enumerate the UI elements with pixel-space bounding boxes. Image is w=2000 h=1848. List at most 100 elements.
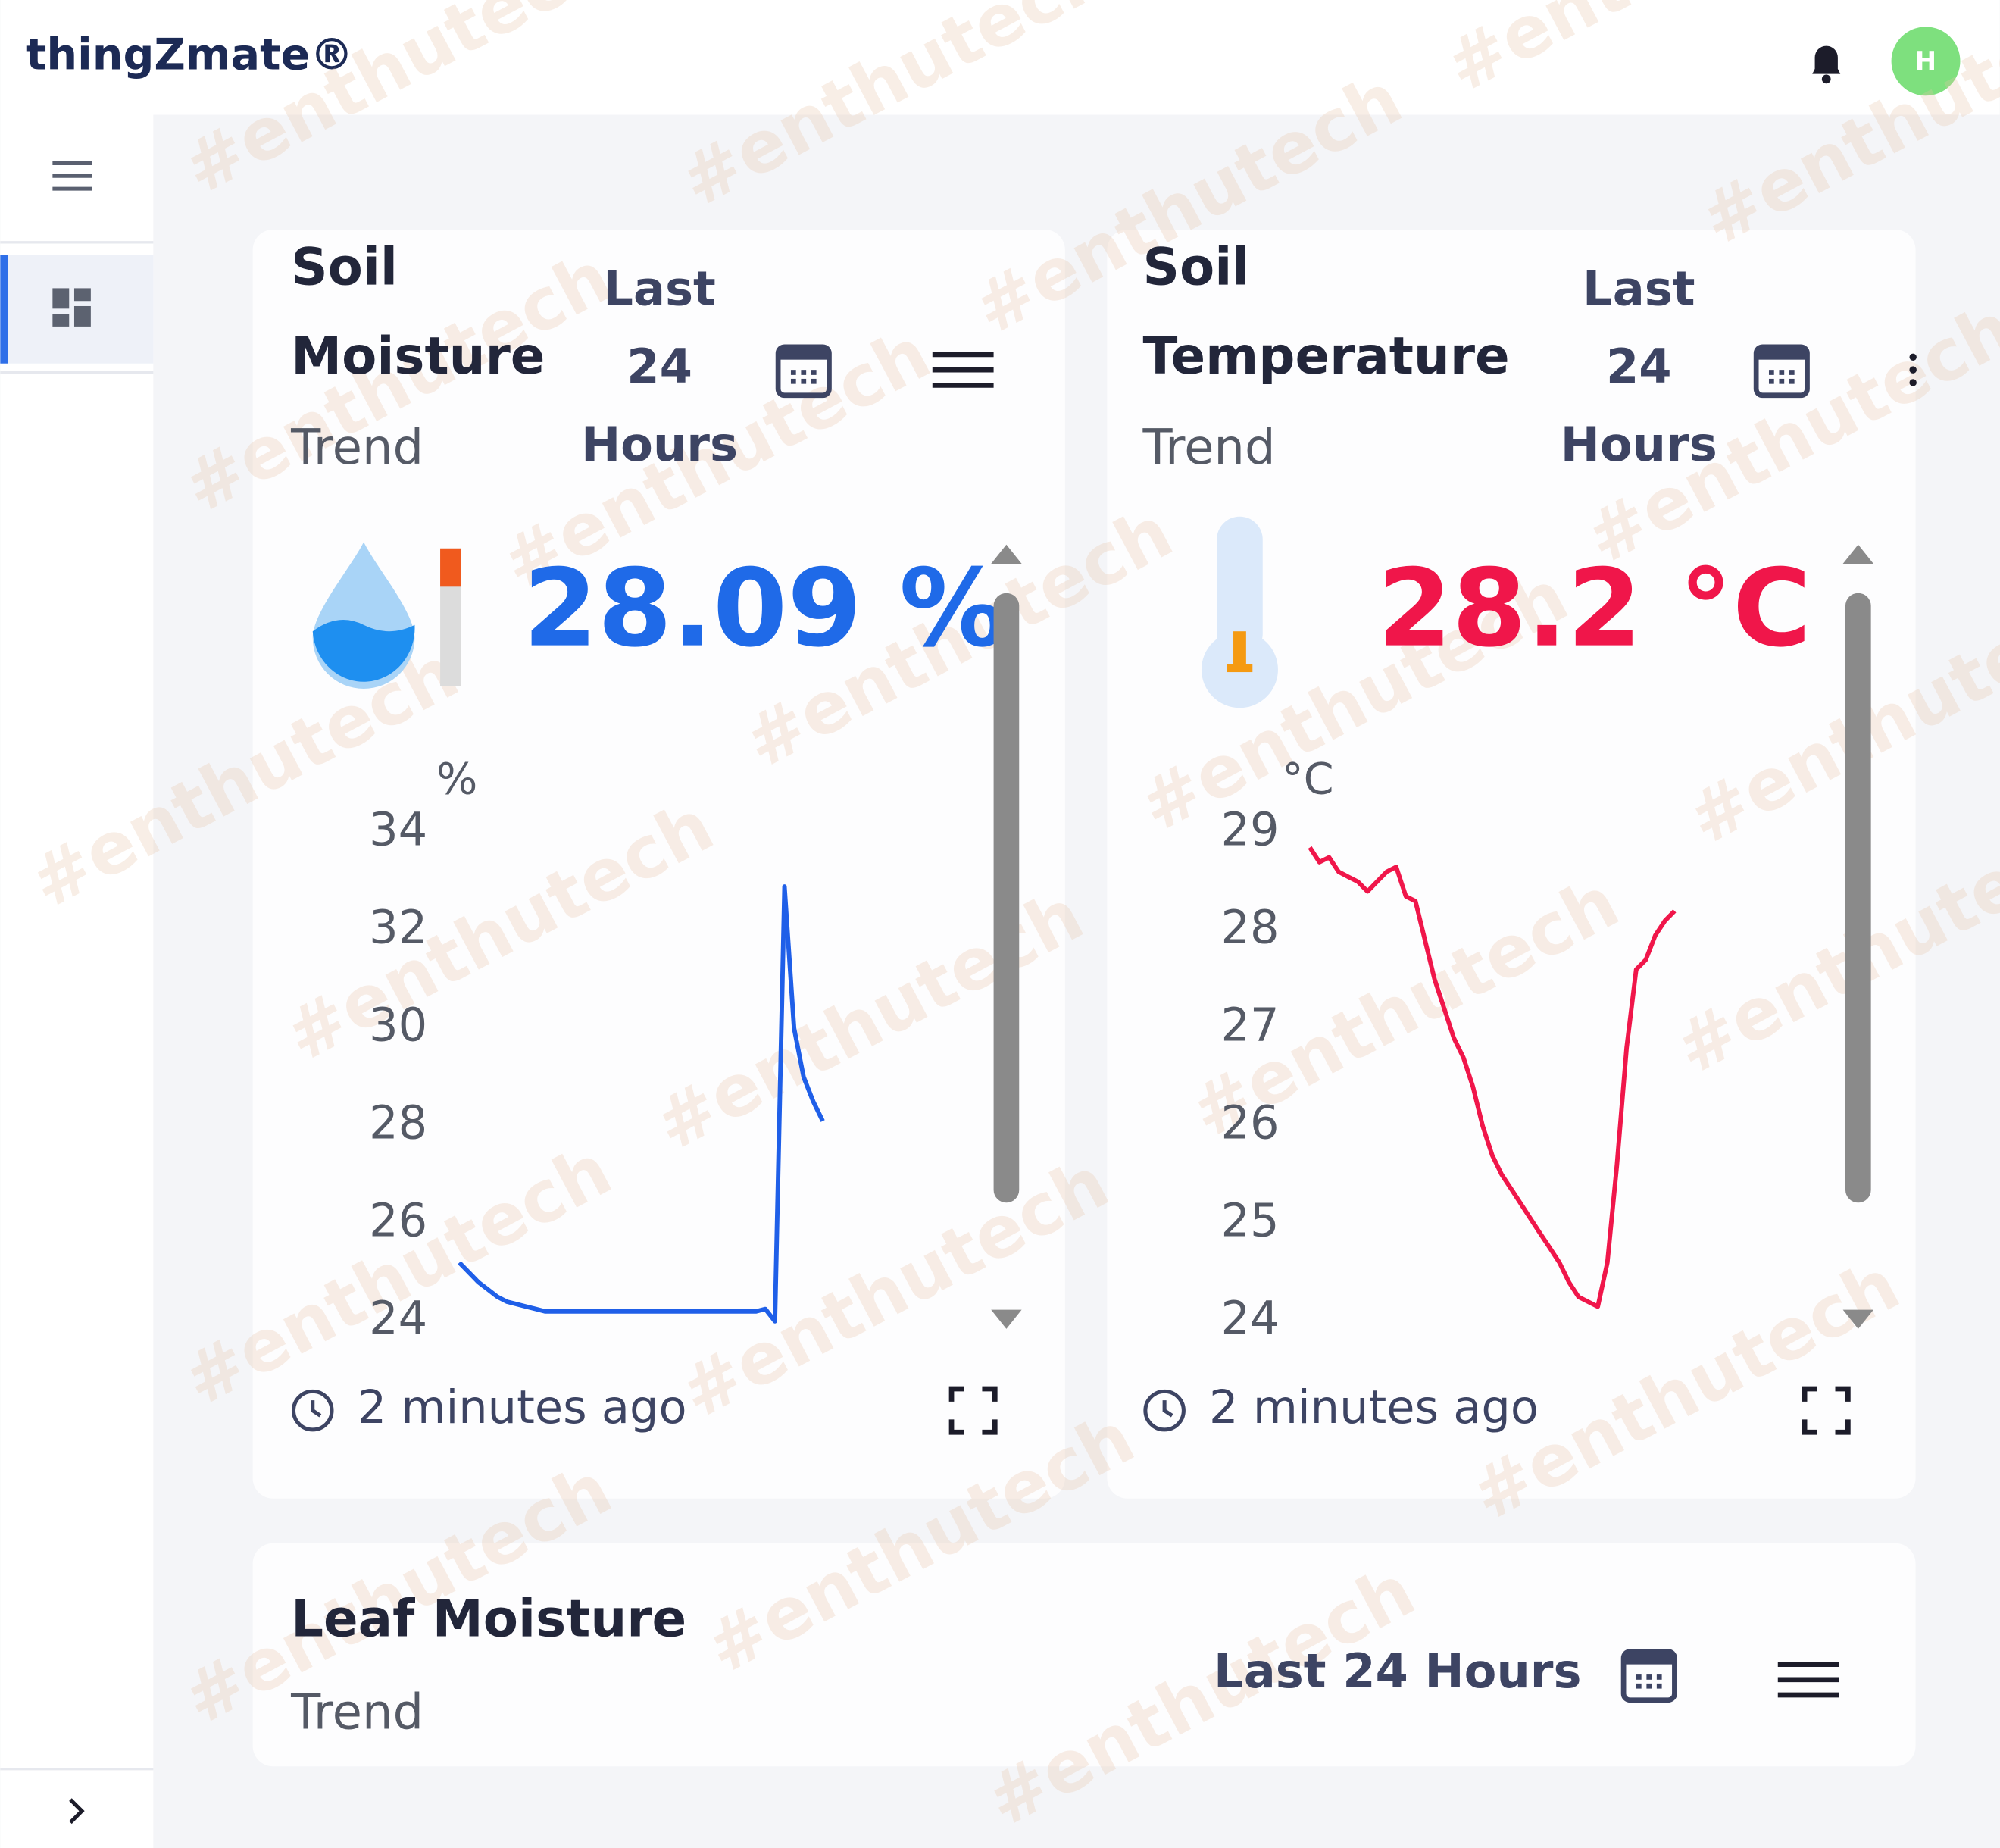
period-label[interactable]: Last xyxy=(603,261,716,317)
card-title: Temperature xyxy=(1143,327,1510,386)
avatar[interactable] xyxy=(1891,27,1961,96)
calendar-icon[interactable] xyxy=(775,344,832,399)
card-title: Soil xyxy=(291,237,398,296)
scroll-down xyxy=(1842,1309,1874,1329)
dot xyxy=(1909,353,1917,361)
card xyxy=(252,1543,1916,1767)
logo: thingZmate® xyxy=(26,30,354,80)
y-tick-label: 26 xyxy=(1221,1097,1280,1150)
calendar-top xyxy=(778,346,830,360)
calendar-day xyxy=(801,370,807,375)
y-tick-label: 32 xyxy=(369,902,427,955)
card-title: Leaf Moisture xyxy=(291,1590,686,1649)
scrollbar[interactable] xyxy=(991,544,1022,1329)
card-subtitle: Trend xyxy=(290,420,423,476)
calendar-day xyxy=(1789,370,1795,375)
fullscreen-icon[interactable] xyxy=(1802,1386,1851,1435)
clock-face xyxy=(291,1389,334,1432)
sidebar xyxy=(0,114,154,1848)
y-unit: °C xyxy=(1282,754,1334,804)
calendar-day xyxy=(1646,1683,1652,1689)
clock-icon xyxy=(291,1389,334,1432)
y-tick-label: 25 xyxy=(1221,1194,1280,1247)
card-subtitle: Trend xyxy=(1142,420,1276,476)
calendar-day xyxy=(811,378,817,384)
scrollbar[interactable] xyxy=(1842,544,1874,1329)
scroll-down xyxy=(991,1309,1022,1329)
card xyxy=(252,229,1065,1499)
calendar-icon[interactable] xyxy=(1620,1649,1677,1703)
tube xyxy=(1217,516,1263,657)
calendar-icon[interactable] xyxy=(1753,344,1810,399)
top-bar xyxy=(0,0,2000,115)
corner xyxy=(982,1419,998,1435)
y-tick-label: 34 xyxy=(369,804,427,857)
clock-face xyxy=(1143,1389,1186,1432)
menu-icon[interactable] xyxy=(932,352,994,388)
y-tick-label: 28 xyxy=(369,1097,427,1150)
y-unit: % xyxy=(436,754,477,804)
card-title: Moisture xyxy=(291,327,545,386)
updated-time: 2 minutes ago xyxy=(358,1381,687,1434)
drop-water xyxy=(312,620,415,682)
moisture-icon xyxy=(312,542,461,689)
corner xyxy=(1802,1386,1817,1402)
reading: 28.09 % xyxy=(523,547,1006,671)
corner xyxy=(948,1419,964,1435)
scroll-up xyxy=(991,544,1022,564)
y-tick-label: 24 xyxy=(1221,1292,1280,1345)
period-label[interactable]: Hours xyxy=(1561,417,1717,472)
mercury xyxy=(1233,631,1246,670)
y-tick-label: 24 xyxy=(369,1292,427,1345)
reading: 28.2 °C xyxy=(1377,547,1811,671)
avatar-initial[interactable]: H xyxy=(1915,46,1936,76)
calendar-day xyxy=(811,370,817,375)
temperature-icon xyxy=(1201,516,1278,708)
period-label[interactable]: 24 xyxy=(1606,339,1672,394)
period-label[interactable]: Hours xyxy=(581,417,738,472)
calendar-day xyxy=(1768,378,1774,384)
calendar-top xyxy=(1756,346,1808,360)
clock-hands xyxy=(311,1400,322,1418)
y-tick-label: 26 xyxy=(369,1194,427,1247)
calendar-top xyxy=(1623,1651,1675,1665)
more-icon[interactable] xyxy=(1909,353,1917,386)
period-label[interactable]: Last 24 Hours xyxy=(1214,1643,1582,1699)
bell-icon[interactable] xyxy=(1812,45,1841,84)
calendar-day xyxy=(1768,370,1774,375)
ruler-level xyxy=(440,548,461,587)
fullscreen-icon[interactable] xyxy=(948,1386,998,1435)
y-tick-label: 27 xyxy=(1221,999,1280,1052)
trend-line xyxy=(1308,846,1677,1309)
calendar-day xyxy=(1656,1674,1662,1680)
scroll-thumb xyxy=(1845,593,1871,1203)
dot xyxy=(1909,379,1917,386)
menu-toggle[interactable] xyxy=(52,161,92,191)
card-title: Soil xyxy=(1143,237,1250,296)
period-label[interactable]: 24 xyxy=(627,339,692,394)
calendar-day xyxy=(1789,378,1795,384)
corner xyxy=(1802,1419,1817,1435)
dot xyxy=(1909,366,1917,374)
card xyxy=(1107,229,1916,1499)
corner xyxy=(982,1386,998,1402)
calendar-day xyxy=(1636,1683,1642,1689)
dashboard-icon[interactable] xyxy=(52,288,91,327)
calendar-day xyxy=(790,378,796,384)
clock-icon xyxy=(1143,1389,1186,1432)
y-tick-label: 28 xyxy=(1221,902,1280,955)
card-subtitle: Trend xyxy=(290,1685,423,1741)
calendar-day xyxy=(790,370,796,375)
calendar-day xyxy=(1656,1683,1662,1689)
calendar-day xyxy=(1779,370,1785,375)
period-label[interactable]: Last xyxy=(1583,261,1695,317)
corner xyxy=(948,1386,964,1402)
calendar-day xyxy=(801,378,807,384)
corner xyxy=(1835,1386,1851,1402)
menu-icon[interactable] xyxy=(1777,1662,1839,1698)
mercury-base xyxy=(1227,664,1253,673)
expand-sidebar[interactable] xyxy=(69,1798,85,1825)
scroll-thumb xyxy=(993,593,1020,1203)
